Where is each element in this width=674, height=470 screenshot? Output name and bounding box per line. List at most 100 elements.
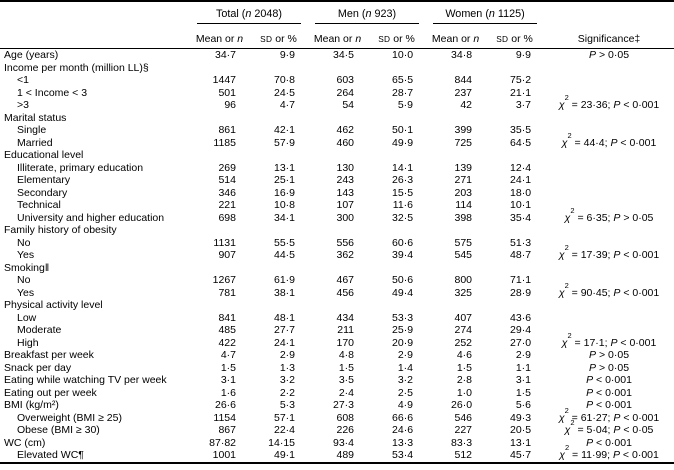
value-cell: 362 — [336, 249, 355, 261]
value-cell — [426, 62, 485, 75]
value-cell: 725 — [454, 136, 473, 149]
table-row: Family history of obesity — [0, 224, 674, 237]
value-cell: 1154 — [213, 411, 236, 424]
value-cell: 13·1 — [274, 161, 296, 174]
value-cell: 43·6 — [510, 311, 532, 324]
table-row: Yes 781 38·1 456 49·4 325 28·9 χ2 = 90·4… — [0, 281, 674, 300]
value-cell: 26·0 — [451, 399, 473, 411]
value-cell: 422 — [218, 336, 236, 349]
value-cell — [485, 262, 544, 275]
value-cell: 60·6 — [392, 236, 414, 249]
value-cell — [367, 224, 426, 237]
value-cell: 11·6 — [392, 199, 414, 211]
value-cell — [367, 299, 426, 312]
value-cell — [426, 112, 485, 125]
table-row: Technical 221 10·8 107 11·6 114 10·1 — [0, 199, 674, 212]
sig-cell — [544, 274, 674, 287]
value-cell: 271 — [454, 174, 473, 186]
value-cell: 12·4 — [510, 161, 532, 174]
row-label: WC (cm) — [4, 436, 46, 449]
column-group-total: Total (n 2048) — [190, 1, 308, 24]
column-group-women-label: Women (n 1125) — [433, 6, 538, 24]
subheader-row: Mean or n SD or % Mean or n SD or % Mean… — [0, 24, 674, 49]
row-label: Low — [17, 311, 37, 324]
col-header-significance: Significance‡ — [544, 24, 674, 49]
value-cell: 501 — [218, 86, 236, 99]
group-label-text: 1125) — [494, 8, 525, 20]
group-label-text: Women ( — [445, 8, 489, 20]
row-label: Yes — [17, 249, 35, 261]
value-cell — [426, 224, 485, 237]
value-cell: 1·1 — [515, 361, 532, 374]
value-cell: 841 — [218, 311, 236, 324]
table-row: Low 841 48·1 434 53·3 407 43·6 — [0, 312, 674, 325]
value-cell: 66·6 — [392, 411, 414, 424]
value-cell: 27·7 — [274, 324, 296, 336]
value-cell: 203 — [454, 186, 473, 199]
column-group-men: Men (n 923) — [308, 1, 426, 24]
table-row: >3 96 4·7 54 5·9 42 3·7 χ2 = 23·36; P < … — [0, 94, 674, 112]
value-cell: 26·6 — [214, 399, 236, 411]
value-cell: 407 — [454, 311, 473, 324]
sig-cell — [544, 174, 674, 187]
value-cell: 13·1 — [510, 436, 532, 449]
table-row: Obese (BMI ≥ 30) 867 22·4 226 24·6 227 2… — [0, 419, 674, 437]
value-cell: 325 — [454, 286, 473, 299]
table-row: Moderate 485 27·7 211 25·9 274 29·4 — [0, 324, 674, 337]
value-cell: 49·4 — [392, 286, 414, 299]
column-group-total-label: Total (n 2048) — [197, 6, 302, 24]
value-cell: 2·4 — [338, 386, 355, 399]
value-cell: 75·2 — [510, 74, 532, 86]
value-cell: 867 — [218, 424, 236, 436]
value-cell: 237 — [454, 86, 473, 99]
value-cell: 57·1 — [274, 411, 296, 424]
table-row: Single 861 42·1 462 50·1 399 35·5 — [0, 124, 674, 137]
table-row: <1 1447 70·8 603 65·5 844 75·2 — [0, 74, 674, 87]
sig-cell — [544, 74, 674, 87]
value-cell: 57·9 — [274, 136, 296, 149]
row-label: Secondary — [17, 186, 68, 199]
value-cell: 5·6 — [515, 399, 532, 411]
value-cell — [249, 299, 308, 312]
row-label: Breakfast per week — [4, 349, 94, 361]
col-header-mean-total: Mean or n — [190, 24, 249, 49]
sd-label-text: SD — [378, 34, 391, 44]
value-cell: 21·1 — [510, 86, 532, 99]
corner-cell — [0, 24, 190, 49]
value-cell: 25·9 — [392, 324, 414, 336]
value-cell: 130 — [336, 161, 355, 174]
value-cell: 143 — [336, 186, 355, 199]
value-cell: 26·3 — [392, 174, 414, 186]
value-cell — [308, 262, 367, 275]
value-cell — [308, 224, 367, 237]
value-cell — [485, 299, 544, 312]
group-header-row: Total (n 2048) Men (n 923) Women (n 1125… — [0, 1, 674, 24]
table-row: Breakfast per week 4·7 2·9 4·8 2·9 4·6 2… — [0, 349, 674, 362]
value-cell: 1·0 — [456, 386, 473, 399]
sig-cell — [544, 62, 674, 75]
value-cell: 44·5 — [274, 249, 296, 261]
value-cell: 10·0 — [392, 49, 414, 61]
value-cell: 24·1 — [510, 174, 532, 186]
value-cell: 20·9 — [392, 336, 414, 349]
sig-cell: P > 0·05 — [589, 361, 630, 374]
value-cell: 3·7 — [515, 99, 532, 111]
sd-label-text: SD — [496, 34, 509, 44]
mean-label-text: Mean or — [431, 33, 474, 45]
col-header-mean-women: Mean or n — [426, 24, 486, 49]
sd-label-rest: or % — [390, 33, 415, 45]
sig-cell — [544, 324, 674, 337]
group-label-text: 923) — [371, 8, 397, 20]
row-label: Yes — [17, 286, 35, 299]
table-row: 1 < Income < 3 501 24·5 264 28·7 237 21·… — [0, 87, 674, 100]
sig-cell — [544, 299, 674, 312]
row-label: >3 — [17, 99, 29, 111]
sig-cell: χ2 = 17·1; P < 0·001 — [561, 330, 657, 349]
value-cell — [190, 62, 249, 75]
sig-cell: P < 0·001 — [586, 374, 632, 386]
value-cell: 20·5 — [510, 424, 532, 436]
value-cell: 50·6 — [392, 274, 414, 286]
value-cell — [426, 149, 485, 162]
table-row: BMI (kg/m²) 26·6 5·3 27·3 4·9 26·0 5·6 P… — [0, 399, 674, 412]
